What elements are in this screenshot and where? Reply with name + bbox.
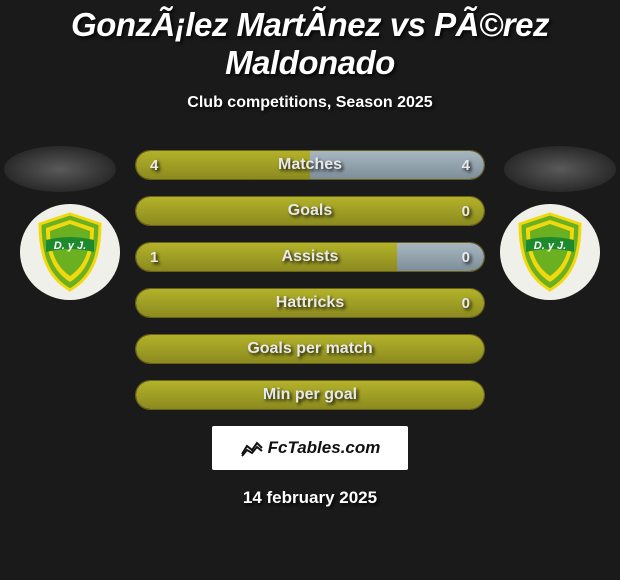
shield-icon: D. y J. (34, 212, 106, 292)
stat-label: Goals (136, 197, 484, 225)
badge-text: D. y J. (534, 240, 566, 252)
stat-value-right: 4 (462, 151, 470, 179)
stat-row: Min per goal (135, 380, 485, 410)
stat-label: Hattricks (136, 289, 484, 317)
chart-icon (240, 438, 264, 458)
stat-label: Matches (136, 151, 484, 179)
club-badge-right: D. y J. (500, 204, 600, 300)
fctables-logo[interactable]: FcTables.com (212, 426, 408, 470)
stat-row: Goals0 (135, 196, 485, 226)
stat-value-left: 4 (150, 151, 158, 179)
shield-icon: D. y J. (514, 212, 586, 292)
date-label: 14 february 2025 (0, 488, 620, 508)
stat-row: Assists1 0 (135, 242, 485, 272)
club-badge-left: D. y J. (20, 204, 120, 300)
comparison-card: GonzÃ¡lez MartÃnez vs PÃ©rez Maldonado C… (0, 0, 620, 580)
stat-rows: Matches44Goals0Assists10Hattricks0Goals … (135, 150, 485, 410)
stat-value-left: 1 (150, 243, 158, 271)
stat-row: Goals per match (135, 334, 485, 364)
badge-text: D. y J. (54, 240, 86, 252)
logo-text: FcTables.com (268, 438, 381, 458)
player-avatar-left (4, 146, 116, 192)
player-avatar-right (504, 146, 616, 192)
stat-label: Goals per match (136, 335, 484, 363)
stat-row: Hattricks0 (135, 288, 485, 318)
stat-row: Matches4 4 (135, 150, 485, 180)
subtitle: Club competitions, Season 2025 (0, 94, 620, 112)
stats-area: D. y J. D. y J. Matches44Goals0Assists10… (0, 150, 620, 508)
stat-label: Min per goal (136, 381, 484, 409)
stat-label: Assists (136, 243, 484, 271)
stat-value-right: 0 (462, 197, 470, 225)
page-title: GonzÃ¡lez MartÃnez vs PÃ©rez Maldonado (0, 6, 620, 82)
stat-value-right: 0 (462, 289, 470, 317)
stat-value-right: 0 (462, 243, 470, 271)
